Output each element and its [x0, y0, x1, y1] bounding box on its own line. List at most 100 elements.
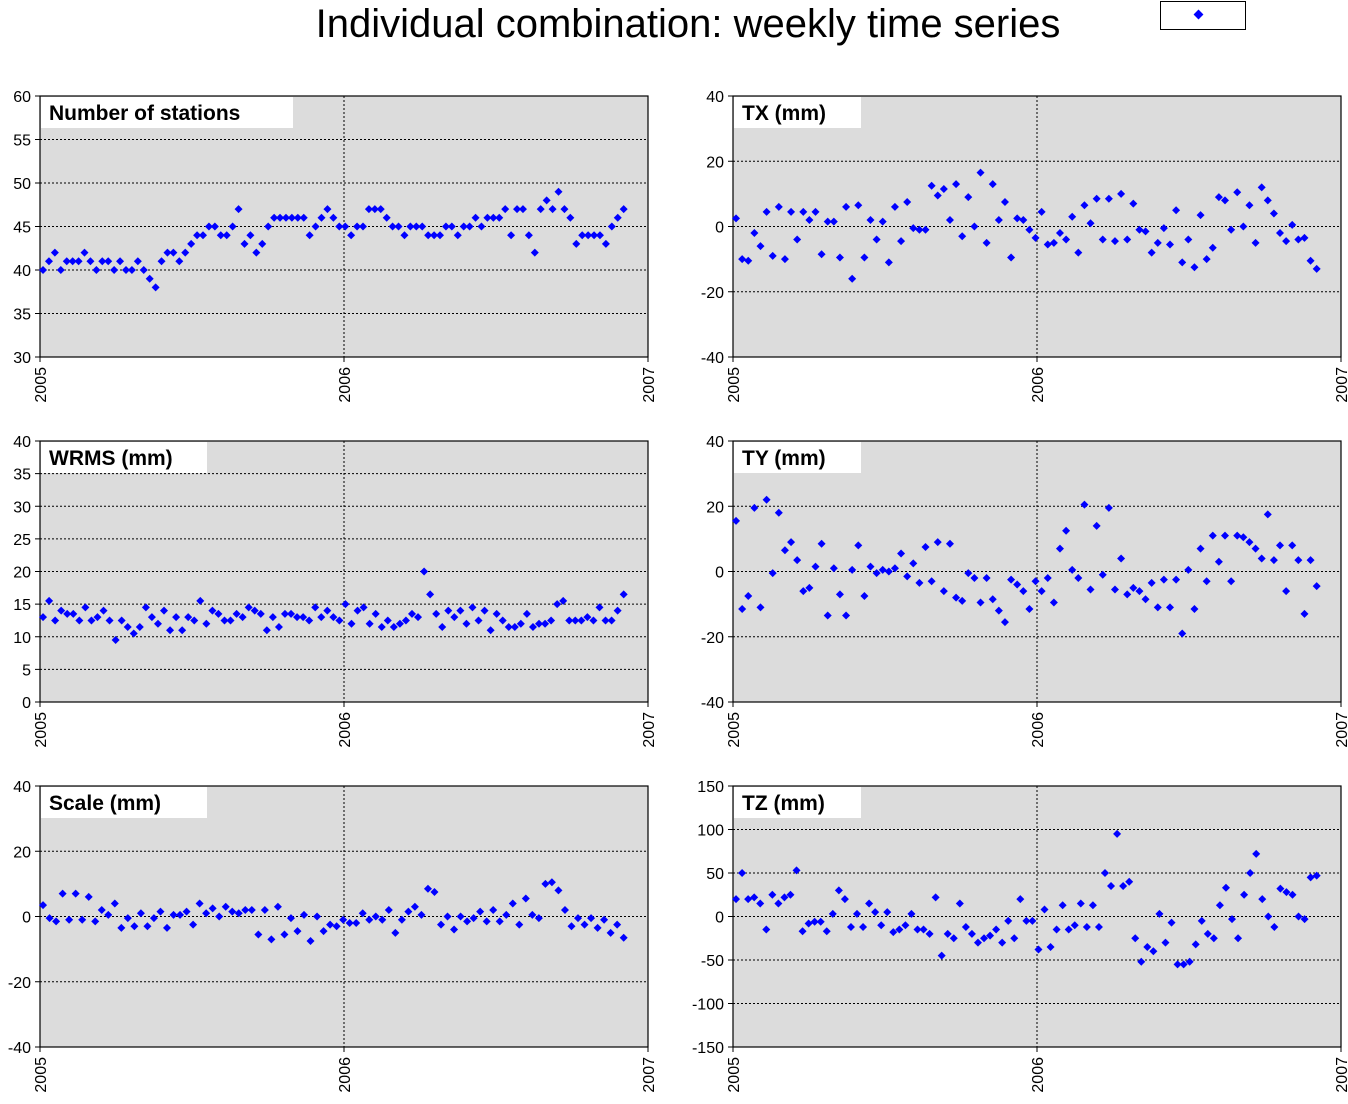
- chart-panel-tz: -150 -100 -50 0 50 100 150 2005 2006 2007 TZ (mm): [692, 779, 1348, 1093]
- data-point: [817, 250, 826, 259]
- data-point: [410, 902, 419, 911]
- panel-title-box: [41, 97, 293, 128]
- data-point: [1082, 922, 1091, 931]
- data-point: [358, 909, 367, 918]
- data-point: [50, 248, 59, 257]
- data-point: [1165, 603, 1174, 612]
- data-point: [199, 231, 208, 240]
- data-point: [835, 253, 844, 262]
- data-point: [450, 613, 459, 622]
- data-point: [359, 603, 368, 612]
- plot-frame: [39, 785, 649, 1048]
- data-point: [952, 180, 961, 189]
- data-point: [1288, 220, 1297, 229]
- data-point: [389, 622, 398, 631]
- data-point: [453, 231, 462, 240]
- data-point: [240, 239, 249, 248]
- data-point: [465, 222, 474, 231]
- y-tick-label: 0: [715, 565, 724, 582]
- data-point: [412, 222, 421, 231]
- data-point: [208, 606, 217, 615]
- data-point: [456, 912, 465, 921]
- data-point: [840, 895, 849, 904]
- data-point: [299, 213, 308, 222]
- data-point: [744, 895, 753, 904]
- data-point: [353, 606, 362, 615]
- panel-title: TX (mm): [742, 102, 826, 125]
- data-point: [78, 915, 87, 924]
- data-point: [91, 917, 100, 926]
- data-point: [414, 613, 423, 622]
- data-point: [371, 912, 380, 921]
- data-point: [865, 899, 874, 908]
- data-point: [1092, 194, 1101, 203]
- data-point: [184, 613, 193, 622]
- data-point: [1263, 510, 1272, 519]
- data-point: [1276, 884, 1285, 893]
- data-point: [58, 889, 67, 898]
- data-point: [1086, 585, 1095, 594]
- data-point: [123, 622, 132, 631]
- data-point: [220, 616, 229, 625]
- y-tick-label: 20: [13, 844, 31, 861]
- data-point: [1312, 264, 1321, 273]
- data-point: [521, 894, 530, 903]
- data-point: [933, 538, 942, 547]
- data-point: [1245, 201, 1254, 210]
- data-point: [738, 869, 747, 877]
- data-point: [489, 905, 498, 914]
- data-point: [189, 920, 198, 929]
- data-point: [486, 626, 495, 635]
- data-point: [793, 556, 802, 565]
- data-point: [423, 884, 432, 893]
- data-point: [299, 613, 308, 622]
- data-point: [1294, 912, 1303, 921]
- data-point: [994, 606, 1003, 615]
- data-point: [1233, 188, 1242, 197]
- data-point: [1135, 587, 1144, 596]
- data-point: [1190, 605, 1199, 614]
- data-point: [744, 591, 753, 600]
- data-point: [1058, 901, 1067, 910]
- data-point: [595, 231, 604, 240]
- data-point: [1074, 248, 1083, 257]
- x-tick-label: 2007: [641, 367, 658, 403]
- data-point: [619, 933, 628, 942]
- data-point: [992, 925, 1001, 934]
- data-point: [1300, 915, 1309, 924]
- data-point: [1143, 942, 1152, 951]
- data-point: [548, 205, 557, 214]
- data-point: [391, 928, 400, 937]
- data-point: [1184, 235, 1193, 244]
- data-point: [151, 283, 160, 292]
- data-point: [613, 606, 622, 615]
- data-point: [939, 184, 948, 193]
- data-point: [750, 229, 759, 238]
- data-point: [313, 912, 322, 921]
- data-point: [52, 917, 61, 926]
- data-point: [383, 616, 392, 625]
- data-point: [860, 591, 869, 600]
- data-point: [221, 902, 230, 911]
- data-point: [111, 636, 120, 645]
- data-point: [1190, 263, 1199, 272]
- data-point: [504, 622, 513, 631]
- data-point: [866, 562, 875, 571]
- data-point: [921, 543, 930, 552]
- data-point: [949, 934, 958, 943]
- data-point: [829, 564, 838, 573]
- data-point: [495, 917, 504, 926]
- panel-title-box: [734, 442, 861, 473]
- data-point: [982, 238, 991, 247]
- data-point: [943, 929, 952, 938]
- y-tick-label: 50: [706, 866, 724, 883]
- data-point: [202, 619, 211, 628]
- data-point: [280, 609, 289, 618]
- data-point: [1074, 574, 1083, 583]
- data-point: [97, 905, 106, 914]
- data-point: [955, 899, 964, 908]
- data-point: [196, 596, 205, 605]
- data-point: [780, 546, 789, 555]
- data-point: [967, 929, 976, 938]
- data-point: [456, 606, 465, 615]
